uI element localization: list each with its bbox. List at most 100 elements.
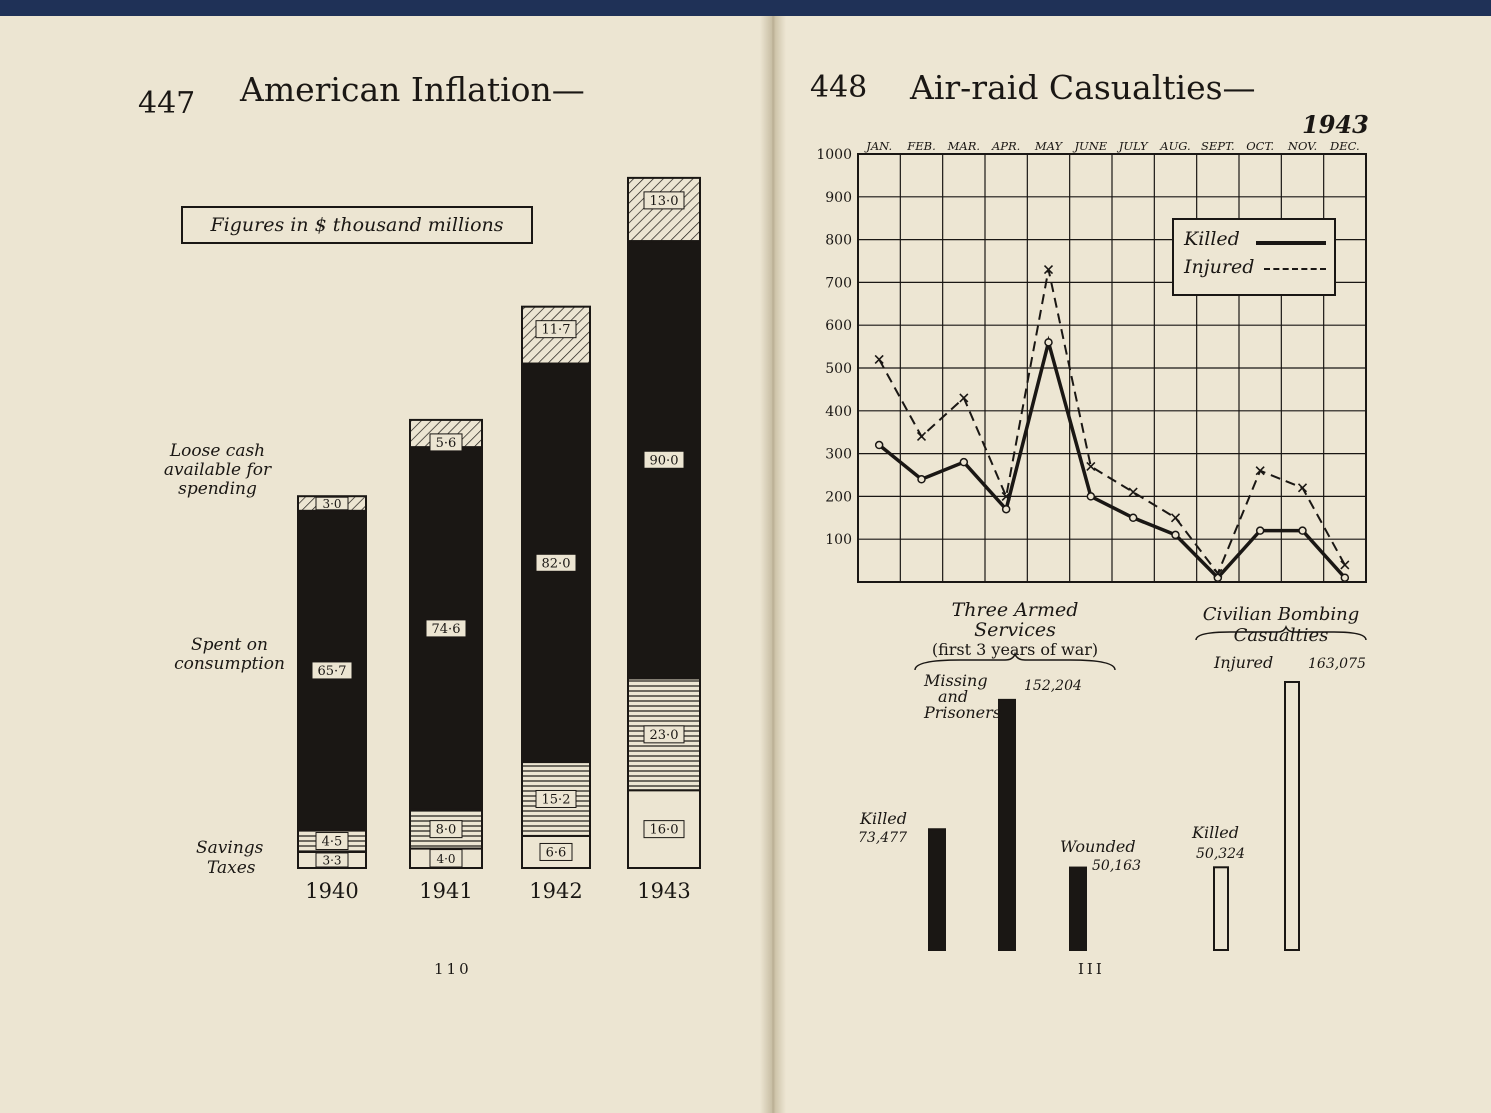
- month-label-1: FEB.: [906, 139, 935, 153]
- legend-killed-label: Killed: [1184, 228, 1240, 250]
- casualty-value-2: 50,163: [1092, 858, 1141, 874]
- data-label-box-1940-1: [315, 832, 349, 851]
- casualty-bar-2-wounded: [1069, 866, 1087, 951]
- data-label-box-1940-3: [315, 496, 349, 511]
- legend-killed-swatch: [1256, 241, 1326, 245]
- point-killed-9: [1255, 526, 1265, 535]
- armed-services-subtitle: (first 3 years of war): [931, 640, 1099, 659]
- year-label-1941: 1941: [419, 879, 472, 903]
- point-mark-b: [1043, 264, 1054, 275]
- y-tick-500: 500: [825, 361, 852, 377]
- year-label-1943: 1943: [637, 879, 690, 903]
- point-killed-7: [1171, 530, 1180, 540]
- month-label-10: NOV.: [1287, 139, 1317, 153]
- label-loose-cash: Loose cash available for spending: [163, 441, 272, 499]
- point-killed-4: [1044, 338, 1053, 347]
- y-tick-700: 700: [825, 275, 852, 291]
- casualty-bar-1-missing-and-prisoners: [998, 698, 1016, 952]
- label-savings: Savings: [196, 838, 264, 858]
- y-tick-100: 100: [825, 532, 852, 548]
- data-label-box-1942-2: [535, 553, 577, 572]
- casualty-value-1: 152,204: [1024, 678, 1082, 694]
- data-label-1941-savings: 8·0: [436, 823, 457, 838]
- casualty-value-0: 73,477: [858, 830, 907, 846]
- book-gutter: [760, 16, 786, 1113]
- casualty-name-2: Wounded: [1060, 837, 1136, 856]
- point-mark-b: [1170, 513, 1181, 523]
- data-label-1942-taxes: 6·6: [546, 845, 567, 860]
- y-tick-300: 300: [825, 447, 852, 463]
- casualty-bar-4-injured: [1284, 681, 1300, 951]
- point-injured-8: [1213, 568, 1223, 579]
- data-label-1943-taxes: 16·0: [650, 823, 679, 838]
- point-killed-2: [959, 457, 969, 467]
- point-injured-11: [1340, 560, 1350, 570]
- right-page-number: 448: [810, 70, 868, 105]
- y-tick-900: 900: [825, 190, 852, 206]
- data-label-1940-taxes: 3·3: [322, 853, 341, 867]
- right-page-title: Air-raid Casualties—: [910, 68, 1256, 107]
- point-injured-6: [1128, 487, 1138, 497]
- data-label-box-1943-1: [643, 725, 685, 744]
- inflation-stacked-bar-chart: 3·3 4·5 65·7 3·0 1940 4·0 8·0 74·6 5·6 1941 6·6 15·…: [297, 176, 701, 903]
- left-folio: 110: [434, 960, 472, 978]
- civilian-brace: [1195, 624, 1367, 641]
- left-page-title: American Inflation—: [240, 70, 585, 109]
- data-label-box-1941-2: [425, 619, 467, 638]
- point-injured-10: [1297, 483, 1308, 493]
- point-injured-7: [1170, 513, 1181, 523]
- data-label-box-1940-2: [311, 661, 353, 680]
- casualty-value-4: 163,075: [1308, 656, 1366, 672]
- point-mark-b: [1255, 466, 1265, 476]
- casualty-value-3: 50,324: [1196, 846, 1245, 862]
- y-tick-600: 600: [825, 318, 852, 334]
- month-label-11: DEC.: [1329, 139, 1360, 153]
- point-mark-b: [874, 354, 884, 365]
- data-label-box-1943-0: [643, 820, 685, 839]
- legend-injured-label: Injured: [1184, 256, 1255, 278]
- data-label-box-1941-1: [429, 820, 463, 839]
- legend-injured-swatch: [1264, 268, 1326, 270]
- point-injured-4: [1043, 264, 1054, 275]
- month-label-8: SEPT.: [1201, 139, 1235, 153]
- armed-services-brace: [914, 651, 1116, 671]
- right-page: [778, 16, 1491, 1113]
- line-chart-year: 1943: [1302, 110, 1369, 139]
- bar-segment-1943-loose-cash-available-for-spending: [627, 176, 701, 243]
- point-killed-10: [1298, 526, 1307, 535]
- data-label-box-1943-3: [643, 191, 685, 210]
- data-label-1942-savings: 15·2: [542, 792, 571, 807]
- year-label-1940: 1940: [305, 879, 358, 903]
- point-mark-b: [1340, 560, 1350, 570]
- data-label-1940-savings: 4·5: [322, 835, 343, 850]
- data-label-box-1942-1: [535, 789, 577, 808]
- data-label-1940-spent-on-consumption: 65·7: [318, 664, 347, 679]
- point-killed-11: [1340, 573, 1350, 582]
- point-mark-b: [1001, 491, 1011, 501]
- data-label-1942-spent-on-consumption: 82·0: [542, 556, 571, 571]
- left-page-number: 447: [138, 86, 196, 121]
- point-injured-2: [959, 393, 969, 403]
- month-label-6: JULY: [1117, 139, 1149, 153]
- point-injured-9: [1255, 466, 1265, 476]
- point-killed-5: [1086, 492, 1096, 501]
- casualty-bar-3-killed: [1213, 866, 1229, 951]
- point-mark-b: [916, 431, 927, 442]
- book-cloth-edge: [0, 0, 1491, 16]
- casualty-name-4: Injured: [1213, 653, 1273, 672]
- data-label-box-1942-3: [535, 320, 577, 339]
- data-label-1943-spent-on-consumption: 90·0: [650, 453, 679, 468]
- data-label-1942-loose-cash-available-for-spending: 11·7: [542, 323, 571, 338]
- point-killed-0: [874, 440, 884, 450]
- data-label-box-1941-3: [429, 433, 463, 452]
- point-mark-b: [1086, 461, 1096, 472]
- month-label-3: APR.: [991, 139, 1020, 153]
- y-tick-200: 200: [825, 489, 852, 505]
- point-injured-3: [1001, 491, 1011, 501]
- civilian-title: Civilian Bombing Casualties: [1202, 604, 1360, 646]
- month-label-2: MAR.: [947, 139, 980, 153]
- units-note: Figures in $ thousand millions: [181, 206, 533, 244]
- point-injured-1: [916, 431, 927, 442]
- series-line-injured: [878, 269, 1346, 576]
